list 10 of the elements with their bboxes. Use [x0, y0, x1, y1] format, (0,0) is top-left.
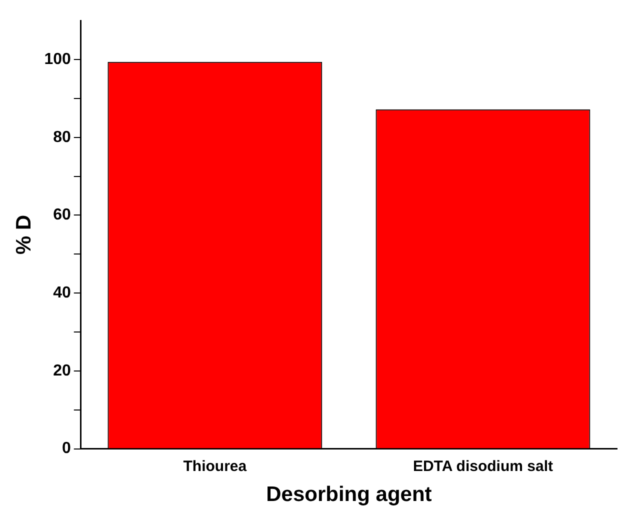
y-tick-label: 60 — [53, 206, 71, 224]
y-tick-label: 0 — [62, 440, 71, 458]
x-tick-label: EDTA disodium salt — [412, 458, 553, 475]
y-axis-title: % D — [12, 214, 36, 255]
y-tick-label: 20 — [53, 362, 71, 380]
x-axis-title: Desorbing agent — [266, 483, 432, 506]
y-tick-label: 40 — [53, 284, 71, 302]
y-tick-label: 100 — [44, 50, 71, 68]
y-tick-label: 80 — [53, 128, 71, 146]
x-tick-label: Thiourea — [183, 458, 248, 475]
